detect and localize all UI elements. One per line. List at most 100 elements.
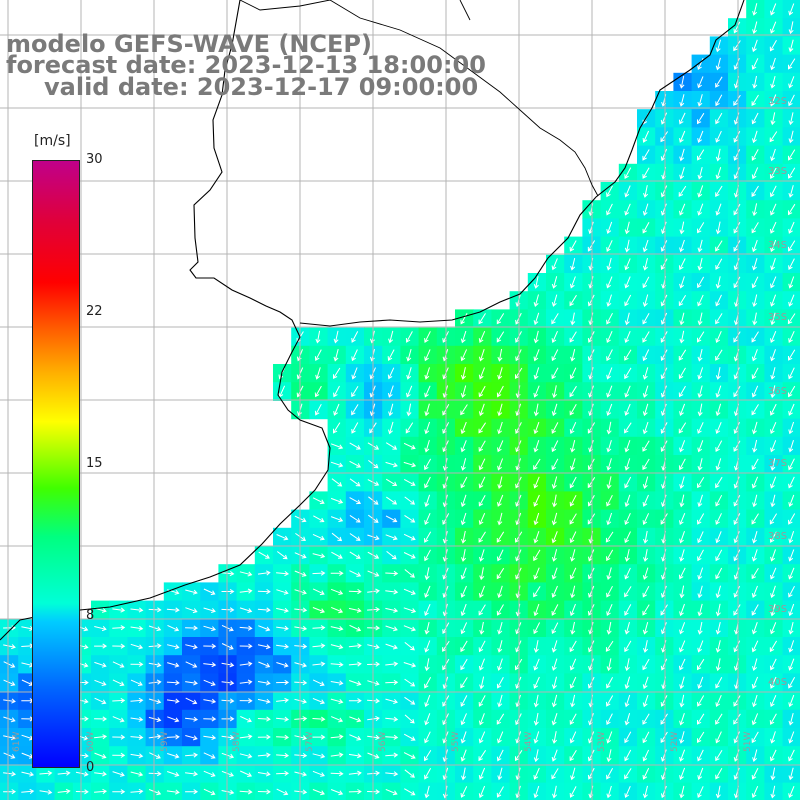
wind-arrow [330, 626, 344, 631]
wind-arrow [715, 148, 721, 162]
wind-arrow [385, 570, 399, 577]
wind-arrow [569, 713, 577, 725]
wind-arrow [751, 94, 759, 106]
wind-arrow [570, 585, 576, 599]
wind-arrow [533, 586, 541, 598]
wind-arrow [387, 349, 395, 362]
wind-arrow [751, 786, 759, 799]
wind-arrow [769, 658, 777, 671]
wind-arrow [257, 680, 271, 686]
colorbar [32, 160, 80, 768]
wind-arrow [330, 443, 344, 450]
wind-arrow [240, 715, 252, 723]
wind-arrow [386, 496, 398, 505]
wind-arrow [460, 476, 468, 489]
wind-arrow [351, 349, 358, 362]
wind-arrow [185, 697, 198, 705]
wind-arrow [460, 731, 467, 744]
wind-arrow [478, 385, 486, 398]
wind-arrow [551, 331, 558, 344]
wind-arrow [112, 716, 125, 723]
wind-arrow [770, 458, 776, 471]
wind-arrow [478, 403, 485, 417]
wind-arrow [624, 531, 631, 544]
wind-arrow [606, 349, 613, 362]
wind-arrow [478, 604, 486, 616]
wind-arrow [788, 149, 796, 161]
wind-arrow [643, 185, 649, 198]
wind-arrow [770, 331, 777, 344]
wind-arrow [788, 640, 795, 653]
wind-arrow [642, 331, 650, 343]
wind-arrow [349, 734, 362, 741]
wind-arrow [348, 661, 362, 667]
wind-arrow [642, 749, 650, 762]
wind-arrow [315, 367, 321, 380]
wind-arrow [660, 731, 668, 743]
wind-arrow [404, 714, 415, 724]
wind-arrow [697, 348, 703, 362]
wind-arrow [167, 624, 180, 632]
wind-arrow [258, 551, 270, 559]
wind-arrow [642, 658, 650, 671]
colorbar-gradient [33, 161, 79, 767]
wind-arrow [312, 497, 325, 505]
wind-arrow [130, 607, 144, 613]
wind-arrow [643, 530, 649, 544]
wind-arrow [697, 549, 704, 562]
wind-arrow [788, 603, 795, 617]
wind-arrow [788, 549, 795, 562]
wind-arrow [715, 112, 723, 125]
wind-arrow [624, 694, 631, 708]
wind-arrow [330, 662, 344, 668]
wind-arrow [770, 57, 776, 71]
wind-arrow [331, 532, 343, 542]
wind-arrow [661, 221, 667, 235]
wind-arrow [697, 640, 704, 653]
wind-arrow [348, 753, 362, 759]
wind-arrow [770, 494, 776, 508]
wind-arrow [203, 662, 217, 668]
wind-arrow [533, 767, 540, 780]
wind-arrow [788, 385, 796, 398]
wind-arrow [130, 679, 143, 686]
wind-arrow [697, 458, 703, 471]
wind-arrow [148, 771, 162, 777]
wind-arrow [203, 788, 216, 796]
wind-arrow [460, 421, 467, 435]
wind-arrow [770, 21, 777, 34]
wind-arrow [569, 603, 576, 617]
wind-arrow [403, 662, 417, 668]
wind-arrow [679, 676, 685, 690]
wind-arrow [606, 713, 613, 726]
wind-arrow [642, 294, 649, 307]
wind-arrow [385, 698, 398, 704]
wind-arrow [94, 771, 107, 777]
wind-arrow [569, 731, 577, 744]
wind-arrow [678, 294, 687, 307]
wind-arrow [642, 167, 650, 179]
wind-arrow [715, 749, 723, 762]
wind-arrow [330, 644, 344, 650]
wind-arrow [349, 570, 362, 577]
wind-arrow [257, 644, 271, 650]
wind-arrow [788, 349, 796, 361]
wind-arrow [333, 422, 341, 434]
wind-arrow [3, 679, 16, 686]
wind-arrow [660, 203, 667, 216]
wind-arrow [715, 76, 723, 88]
wind-arrow [715, 422, 722, 435]
wind-arrow [715, 385, 722, 398]
wind-arrow [751, 513, 759, 525]
wind-arrow [751, 604, 759, 616]
wind-arrow [552, 731, 558, 744]
wind-arrow [330, 588, 344, 595]
wind-arrow [697, 367, 704, 380]
wind-arrow [751, 239, 758, 253]
wind-arrow [239, 753, 253, 759]
wind-arrow [533, 549, 541, 562]
wind-arrow [569, 367, 577, 380]
wind-arrow [660, 385, 667, 398]
wind-arrow [769, 40, 777, 52]
